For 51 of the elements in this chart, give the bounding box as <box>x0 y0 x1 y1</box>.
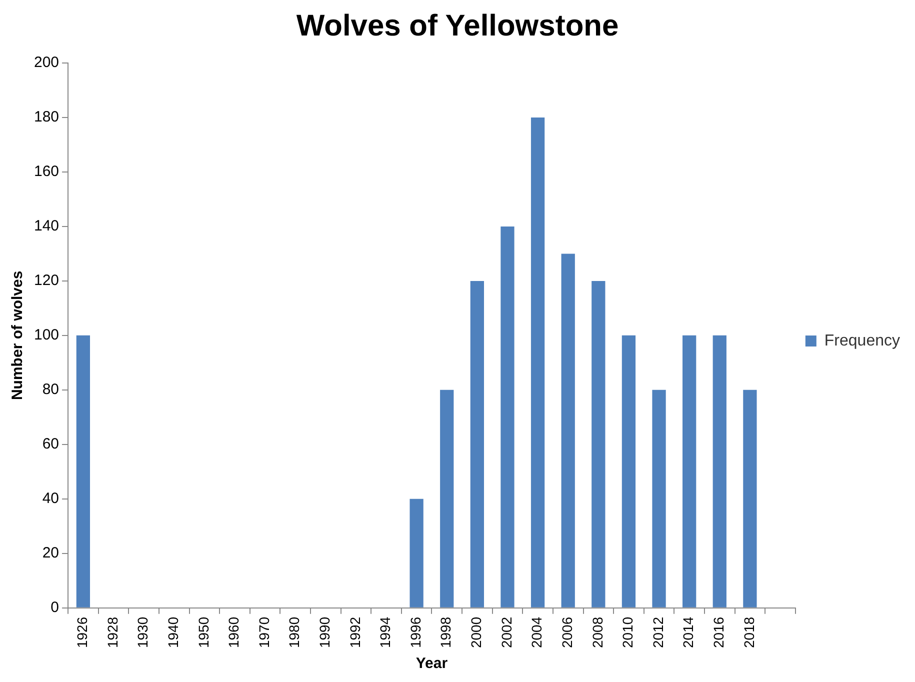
y-tick-label: 20 <box>42 544 60 562</box>
bar <box>76 335 90 608</box>
chart-title: Wolves of Yellowstone <box>296 9 619 42</box>
y-tick-label: 100 <box>34 326 60 344</box>
bar <box>743 390 757 608</box>
bar <box>530 117 545 608</box>
x-tick-label: 2010 <box>620 616 636 648</box>
y-tick-label: 200 <box>34 54 60 72</box>
x-tick-label: 1980 <box>286 616 302 648</box>
x-tick-label: 1926 <box>74 616 90 648</box>
x-tick-label: 2002 <box>498 616 514 648</box>
x-tick-label: 1994 <box>377 616 394 648</box>
bar <box>440 390 454 608</box>
x-tick-label: 1950 <box>195 616 212 648</box>
x-tick-label: 1996 <box>407 616 424 648</box>
bar <box>652 390 666 608</box>
y-tick-label: 40 <box>42 490 60 508</box>
y-tick-label: 60 <box>42 436 60 453</box>
x-tick-label: 2000 <box>468 616 484 648</box>
x-tick-label: 1930 <box>134 616 151 648</box>
bar <box>712 335 726 608</box>
x-tick-label: 1992 <box>346 616 363 648</box>
x-tick-label: 2012 <box>650 616 666 648</box>
x-tick-label: 2004 <box>528 616 545 648</box>
x-tick-label: 1928 <box>104 616 120 648</box>
bar <box>592 280 606 608</box>
x-tick-label: 2016 <box>710 616 726 648</box>
bar <box>500 226 514 608</box>
x-tick-label: 1990 <box>316 616 332 648</box>
y-tick-label: 120 <box>34 272 60 290</box>
bar <box>682 335 696 608</box>
y-tick-label: 140 <box>34 218 60 235</box>
y-tick-label: 180 <box>34 108 60 126</box>
bar <box>622 335 636 608</box>
x-tick-label: 2006 <box>558 616 575 648</box>
y-axis-title: Number of wolves <box>9 270 26 400</box>
x-tick-label: 1960 <box>226 616 242 648</box>
x-tick-label: 2008 <box>589 616 606 648</box>
x-tick-label: 1940 <box>164 616 181 648</box>
y-tick-label: 80 <box>42 381 60 398</box>
y-tick-label: 0 <box>50 598 60 616</box>
x-tick-label: 1998 <box>438 616 454 648</box>
x-tick-label: 2018 <box>740 616 757 648</box>
bar <box>561 254 575 608</box>
x-axis-title: Year <box>416 655 448 672</box>
y-tick-label: 160 <box>34 163 60 180</box>
x-tick-label: 1970 <box>256 616 272 648</box>
bar <box>410 498 424 608</box>
x-tick-label: 2014 <box>680 616 696 648</box>
legend-label: Frequency <box>824 332 900 350</box>
bar <box>470 280 484 608</box>
